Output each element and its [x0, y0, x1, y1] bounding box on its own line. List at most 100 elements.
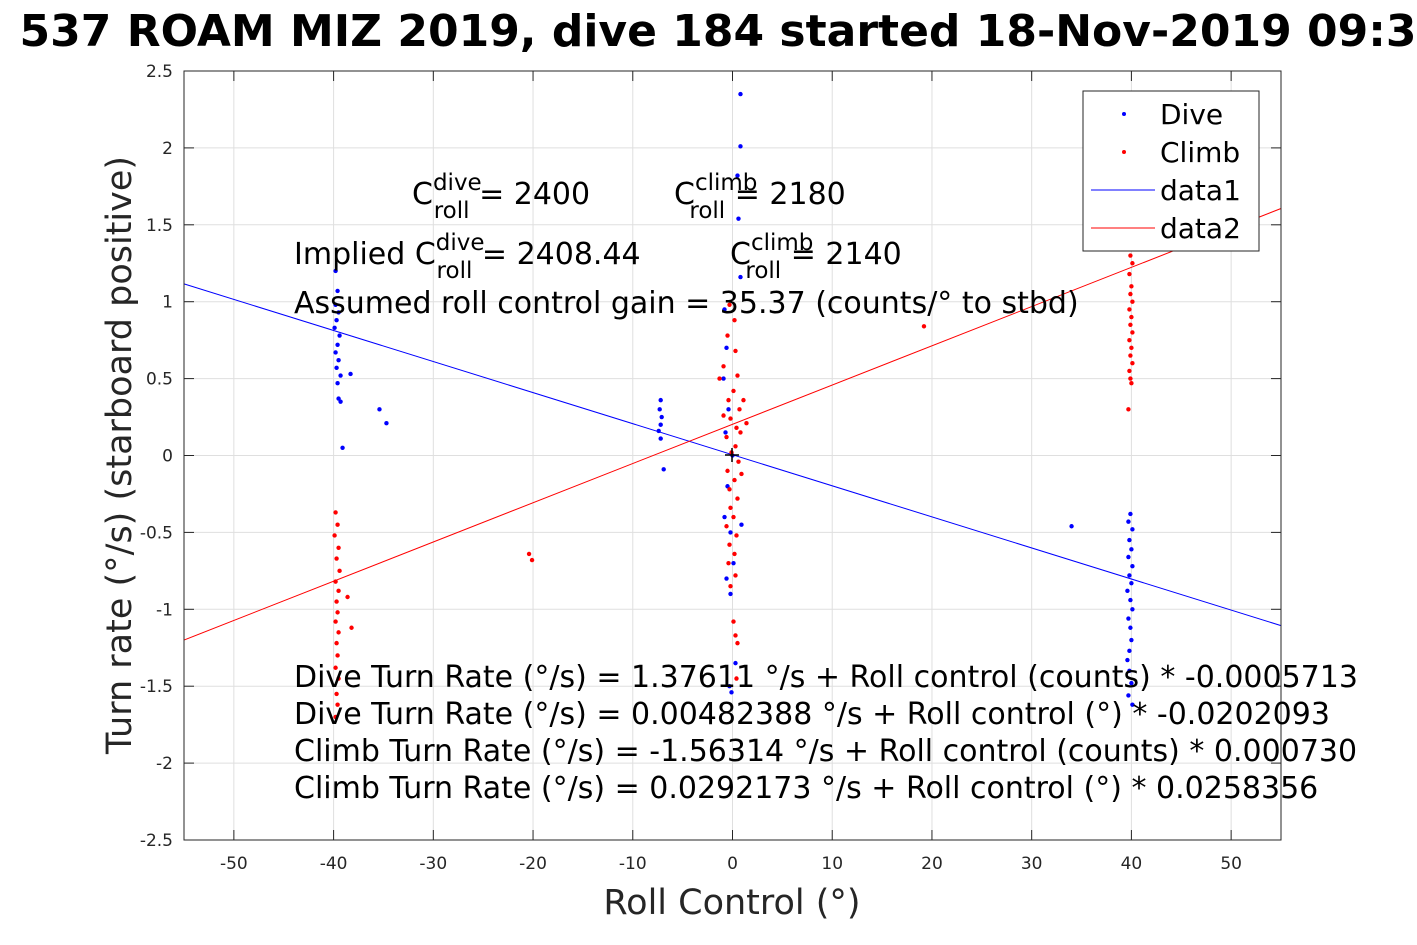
climb-point [335, 702, 340, 707]
climb-point [732, 477, 737, 483]
dive-point [332, 325, 337, 331]
climb-point [333, 619, 338, 624]
climb-point [1129, 345, 1134, 351]
roll-gain-annotation: Assumed roll control gain = 35.37 (count… [294, 286, 1079, 321]
chart-title: 537 ROAM MIZ 2019, dive 184 started 18-N… [20, 6, 1417, 57]
x-tick-label: -40 [320, 854, 348, 874]
y-tick-label: -2.5 [140, 831, 173, 851]
climb-point [734, 533, 739, 538]
dive-point [1129, 680, 1134, 686]
climb-point [526, 551, 532, 557]
climb-point [336, 545, 341, 550]
climb-point [728, 584, 733, 589]
dive-point [336, 310, 341, 315]
legend-dive-marker [1122, 112, 1126, 116]
dive-point [1069, 524, 1074, 529]
y-tick-label: -2 [156, 754, 173, 774]
fit-equation-climb-counts: Climb Turn Rate (°/s) = -1.56314 °/s + R… [294, 734, 1357, 769]
x-tick-label: 40 [1121, 854, 1143, 874]
x-axis-label: Roll Control (°) [603, 883, 860, 923]
climb-point [728, 505, 733, 510]
dive-point [739, 522, 744, 527]
dive-point [1125, 657, 1130, 663]
climb-point [1129, 381, 1134, 386]
x-tick-label: -10 [619, 854, 647, 874]
dive-point [1125, 588, 1130, 594]
x-axis-ticks: -50 -40 -30 -20 -10 0 10 20 30 40 50 [220, 71, 1242, 874]
dive-point [335, 342, 340, 347]
dive-point [1130, 702, 1135, 707]
climb-point [731, 619, 736, 624]
climb-point [717, 376, 722, 381]
climb-point [727, 302, 732, 307]
y-tick-label: 2 [162, 139, 173, 159]
fit-equation-climb-degrees: Climb Turn Rate (°/s) = 0.0292173 °/s + … [294, 771, 1318, 806]
climb-point [334, 640, 339, 646]
dive-point [336, 357, 341, 363]
climb-point [734, 425, 739, 431]
implied-c-roll-climb-annotation: Cclimb roll = 2140 [730, 230, 902, 284]
climb-point [1127, 271, 1132, 277]
dive-point [334, 317, 339, 323]
climb-point [335, 610, 340, 615]
climb-series [332, 253, 1135, 720]
climb-point [734, 676, 739, 681]
climb-point [737, 407, 742, 412]
legend-climb-label: Climb [1160, 136, 1240, 169]
dive-point [1127, 573, 1132, 578]
climb-point [733, 573, 738, 578]
dive-point [1126, 616, 1131, 621]
climb-point [733, 633, 738, 638]
dive-point [731, 560, 736, 566]
x-tick-label: -50 [220, 854, 248, 874]
climb-point [735, 640, 740, 646]
dive-point [333, 268, 338, 274]
climb-point [349, 625, 354, 630]
climb-point [333, 510, 338, 515]
climb-point [1128, 353, 1133, 358]
dive-point [1128, 597, 1133, 603]
dive-point [333, 302, 338, 307]
climb-point [732, 551, 737, 557]
x-tick-label: 20 [921, 854, 943, 874]
fit-equation-dive-degrees: Dive Turn Rate (°/s) = 0.00482388 °/s + … [294, 697, 1330, 732]
dive-point [335, 381, 340, 386]
climb-point [335, 522, 340, 527]
climb-point [333, 579, 338, 584]
dive-point [340, 445, 345, 451]
climb-point [333, 714, 338, 720]
dive-point [333, 350, 338, 355]
climb-point [735, 496, 740, 501]
climb-point [334, 599, 339, 604]
origin-crosshair-marker [725, 448, 739, 462]
climb-point [334, 691, 339, 697]
climb-point [1128, 253, 1133, 258]
y-tick-label: 0 [162, 447, 173, 467]
dive-point [1129, 637, 1134, 643]
dive-point [1130, 564, 1135, 569]
c-roll-climb-annotation: Cclimb roll = 2180 [674, 170, 846, 224]
climb-point [741, 397, 746, 403]
climb-point [731, 514, 736, 520]
dive-point [738, 144, 743, 149]
dive-point [724, 576, 729, 581]
legend-data2-label: data2 [1160, 212, 1241, 245]
climb-point [1129, 284, 1134, 289]
y-tick-label: 1 [162, 293, 173, 313]
dive-series [332, 91, 1135, 707]
dive-point [735, 173, 740, 178]
dive-point [728, 591, 733, 597]
dive-point [384, 421, 389, 426]
dive-point [738, 274, 743, 280]
climb-point [727, 487, 732, 492]
dive-point [338, 373, 343, 378]
dive-point [722, 514, 727, 520]
dive-point [723, 430, 728, 435]
dive-point [1126, 519, 1131, 524]
y-tick-label: 0.5 [146, 370, 173, 390]
dive-point [1126, 693, 1131, 698]
climb-point [725, 468, 730, 474]
legend-data1-label: data1 [1160, 174, 1241, 207]
climb-point [1127, 307, 1132, 312]
dive-point [721, 376, 726, 381]
